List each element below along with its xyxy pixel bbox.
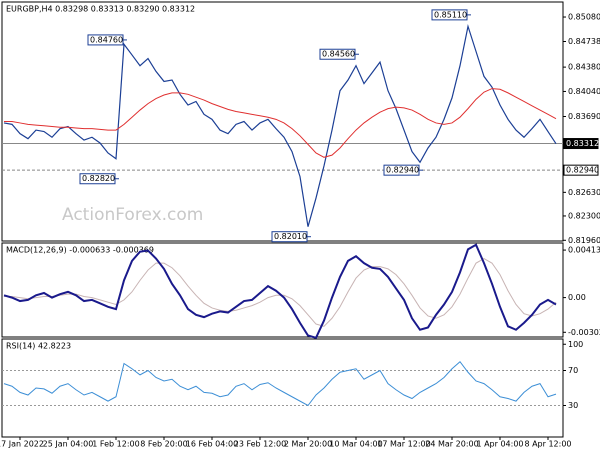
annotation-label: 0.82010	[274, 232, 307, 241]
x-tick-label: 1 Feb 12:00	[92, 440, 139, 449]
x-tick-label: 8 Apr 12:00	[524, 440, 571, 449]
x-tick-label: 17 Mar 12:00	[377, 440, 430, 449]
y-tick-label: 0.84380	[568, 63, 600, 72]
price-label: 0.82940	[566, 166, 599, 175]
price-line	[3, 23, 557, 227]
watermark: ActionForex.com	[62, 205, 203, 225]
x-tick-label: 10 Mar 04:00	[329, 440, 382, 449]
x-tick-label: 1 Apr 04:00	[476, 440, 523, 449]
y-tick-label: 70	[568, 366, 578, 375]
y-tick-label: 0.84040	[568, 87, 600, 96]
annotation-label: 0.84760	[90, 35, 123, 44]
y-tick-label: 0.81960	[568, 236, 600, 245]
rsi-line	[3, 361, 557, 407]
x-tick-label: 17 Jan 2022	[0, 440, 44, 449]
chart-title: EURGBP,H4 0.83298 0.83313 0.83290 0.8331…	[6, 5, 195, 14]
price-label: 0.83312	[566, 139, 599, 148]
moving-average	[4, 88, 557, 158]
y-tick-label: -0.00302	[568, 328, 600, 337]
y-tick-label: 0.85080	[568, 13, 600, 22]
signal-line	[4, 257, 557, 327]
x-tick-label: 25 Jan 04:00	[43, 440, 94, 449]
x-tick-label: 8 Feb 20:00	[140, 440, 187, 449]
y-tick-label: 0.004138	[568, 246, 600, 255]
y-tick-label: 0.82630	[568, 188, 600, 197]
y-tick-label: 0.83690	[568, 112, 600, 121]
rsi-title: RSI(14) 42.8223	[6, 342, 71, 351]
y-tick-label: 30	[568, 401, 578, 410]
x-tick-label: 2 Mar 20:00	[284, 440, 332, 449]
y-tick-label: 100	[568, 340, 583, 349]
x-tick-label: 23 Feb 12:00	[234, 440, 286, 449]
annotation-label: 0.82940	[386, 166, 419, 175]
y-tick-label: 0.82300	[568, 211, 600, 220]
rsi-panel	[1, 338, 564, 438]
annotation-label: 0.82820	[82, 174, 115, 183]
macd-line	[3, 243, 557, 340]
macd-title: MACD(12,26,9) -0.000633 -0.000369	[6, 246, 154, 255]
price-label-box	[563, 164, 599, 176]
y-tick-label: 0.00	[568, 293, 586, 302]
macd-panel	[1, 242, 564, 338]
annotation-label: 0.84560	[322, 50, 355, 59]
y-tick-label: 0.84738	[568, 37, 600, 46]
x-tick-label: 24 Mar 20:00	[425, 440, 478, 449]
price-label-box	[563, 138, 599, 150]
annotation-label: 0.85110	[434, 10, 467, 19]
x-tick-label: 16 Feb 04:00	[186, 440, 238, 449]
